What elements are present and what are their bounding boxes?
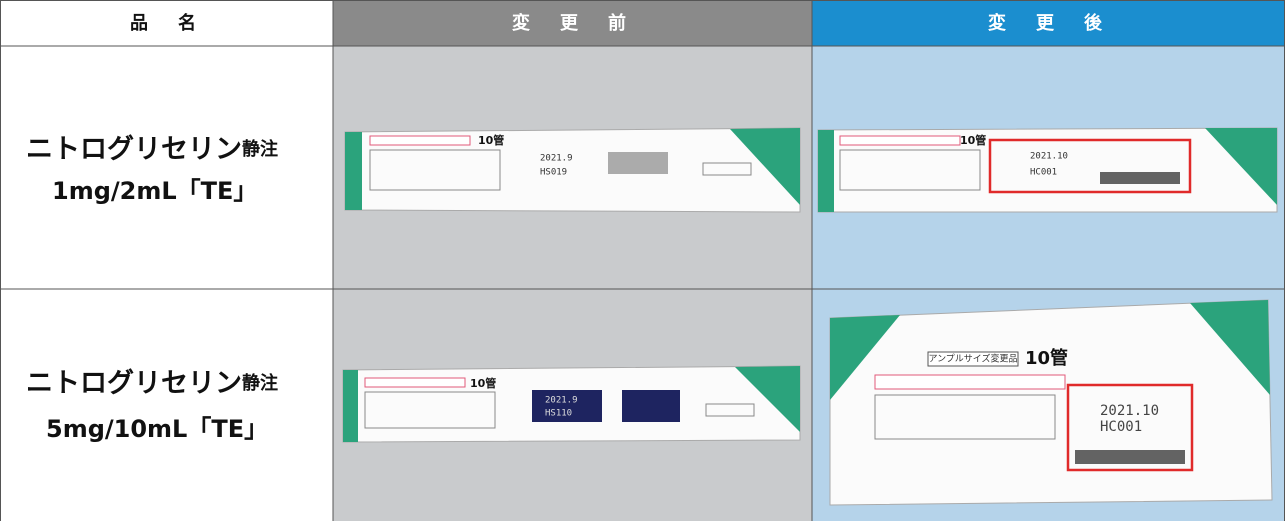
lot: HS110 (545, 409, 572, 419)
package-image (342, 365, 801, 443)
suffix: 静注 (242, 138, 278, 160)
date: 2021.9 (540, 154, 573, 164)
badge: アンプルサイズ変更品 (928, 353, 1017, 365)
package-image (344, 127, 801, 213)
header-cell (0, 0, 333, 46)
header-text: 品 名 (130, 12, 202, 34)
lot: HC001 (1030, 168, 1057, 178)
date: 2021.9 (545, 396, 578, 406)
lot: HC001 (1100, 419, 1142, 435)
strength: 5mg/10mL「TE」 (46, 415, 268, 443)
header-text: 変 更 後 (988, 12, 1108, 34)
product-name: ニトログリセリン静注 (26, 133, 278, 165)
name: ニトログリセリン (26, 367, 242, 399)
package-image (817, 127, 1278, 213)
lot: HS019 (540, 168, 567, 178)
date: 2021.10 (1030, 152, 1068, 162)
count: 10管 (470, 376, 496, 390)
count: 10管 (478, 133, 504, 147)
product-name: ニトログリセリン静注 (26, 367, 278, 399)
name: ニトログリセリン (26, 133, 242, 165)
header-cell (333, 0, 812, 46)
suffix: 静注 (242, 372, 278, 394)
header-cell (812, 0, 1285, 46)
count: 10管 (1025, 347, 1068, 369)
date: 2021.10 (1100, 403, 1159, 419)
count: 10管 (960, 133, 986, 147)
strength: 1mg/2mL「TE」 (52, 177, 257, 205)
before-cell (333, 46, 812, 521)
package-image (829, 299, 1273, 506)
header-text: 変 更 前 (512, 12, 632, 34)
